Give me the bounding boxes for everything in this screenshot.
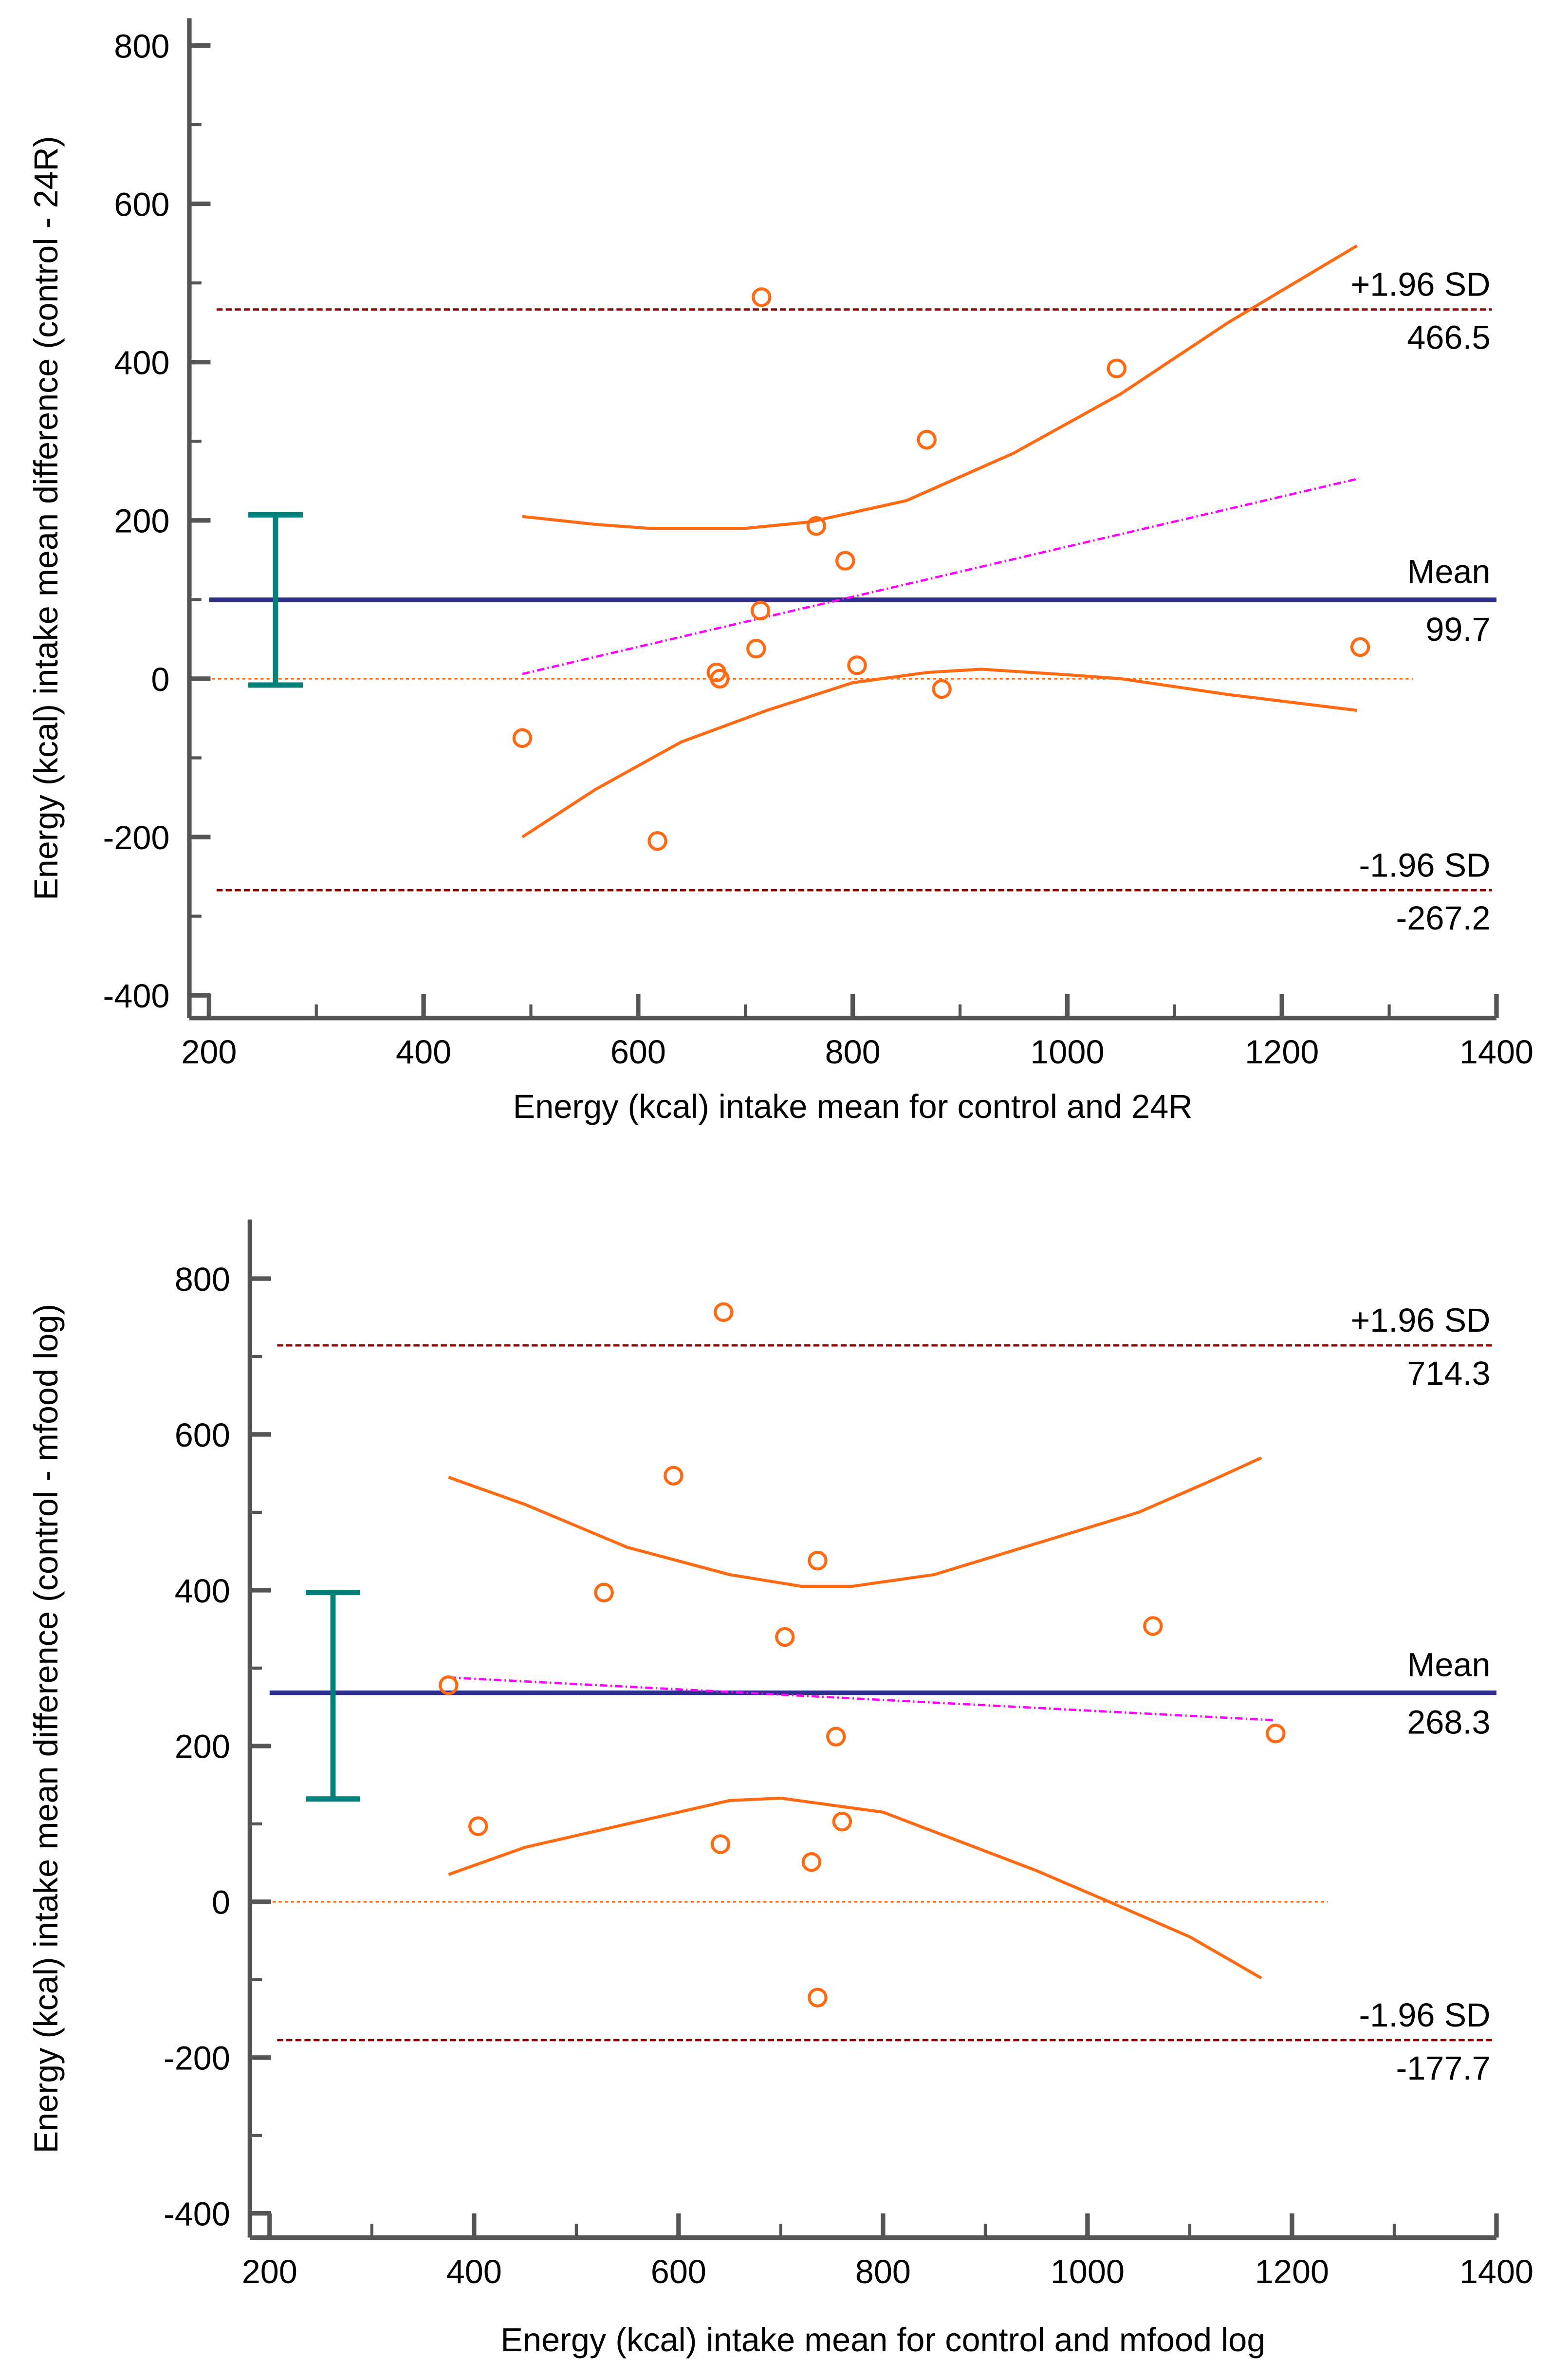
x-axis-label: Energy (kcal) intake mean for control an… [513, 1088, 1193, 1125]
data-point [806, 516, 826, 536]
data-point [835, 551, 855, 571]
x-tick-label: 1000 [1051, 2253, 1125, 2290]
data-point [808, 1550, 828, 1571]
data-point [664, 1466, 683, 1486]
y-tick-label: 0 [151, 661, 169, 698]
x-tick-label: 1400 [1459, 1033, 1533, 1071]
y-tick-label: 200 [114, 502, 169, 540]
chart-1: -400 -200 0 200 400 600 800 200 400 600 800 1000 120… [27, 18, 1533, 1125]
lower-limit-value: -177.7 [1396, 2049, 1490, 2087]
data-point [594, 1582, 614, 1602]
data-point [808, 1988, 828, 2008]
data-point [932, 679, 952, 699]
lower-limit-label: -1.96 SD [1359, 1996, 1490, 2034]
x-tick-label: 1200 [1245, 1033, 1319, 1071]
data-point [710, 1834, 731, 1854]
mean-value: 268.3 [1407, 1704, 1490, 1741]
y-tick-label: 800 [175, 1261, 230, 1298]
mean-value: 99.7 [1425, 611, 1490, 648]
data-point [752, 287, 772, 307]
data-point [512, 728, 533, 748]
data-point [1107, 358, 1127, 378]
y-tick-label: 600 [114, 186, 169, 223]
y-tick-label: -400 [103, 977, 169, 1015]
ci-lower-curve [448, 1796, 1262, 1980]
data-point [1143, 1616, 1163, 1636]
x-tick-label: 200 [242, 2253, 297, 2290]
regression-line [448, 1676, 1276, 1722]
ci-upper-curve [448, 1456, 1262, 1588]
x-tick-label: 1400 [1459, 2253, 1533, 2290]
upper-limit-value: 466.5 [1407, 318, 1490, 356]
data-point [750, 600, 771, 621]
y-tick-label: 600 [175, 1416, 230, 1454]
x-tick-label: 1000 [1030, 1033, 1104, 1071]
data-point [714, 1302, 734, 1322]
x-axis-label: Energy (kcal) intake mean for control an… [500, 2321, 1265, 2359]
lower-limit-value: -267.2 [1396, 899, 1490, 937]
lower-limit-label: -1.96 SD [1359, 846, 1490, 884]
mean-label: Mean [1407, 553, 1490, 591]
y-tick-label: 800 [114, 27, 169, 65]
y-tick-label: 400 [175, 1572, 230, 1610]
data-point [647, 831, 667, 851]
regression-line [522, 477, 1360, 675]
y-tick-label: -400 [164, 2195, 230, 2233]
data-point [826, 1727, 846, 1747]
upper-limit-label: +1.96 SD [1350, 266, 1490, 303]
data-point [832, 1811, 852, 1832]
x-tick-label: 400 [396, 1033, 451, 1071]
upper-limit-value: 714.3 [1407, 1355, 1490, 1392]
x-tick-label: 1200 [1255, 2253, 1329, 2290]
x-tick-label: 800 [855, 2253, 911, 2290]
data-point [468, 1816, 488, 1836]
chart-2: -400 -200 0 200 400 600 800 200 400 600 800 1000 120… [27, 1219, 1533, 2359]
y-tick-label: -200 [164, 2040, 230, 2077]
y-axis-label: Energy (kcal) intake mean difference (co… [27, 136, 65, 900]
ci-upper-curve [522, 244, 1358, 530]
x-tick-label: 600 [651, 2253, 706, 2290]
x-tick-label: 800 [825, 1033, 881, 1071]
data-point [1350, 637, 1370, 657]
x-tick-label: 200 [181, 1033, 237, 1071]
data-point [710, 669, 730, 689]
data-point [746, 638, 766, 659]
y-tick-label: 400 [114, 344, 169, 382]
upper-limit-label: +1.96 SD [1350, 1302, 1490, 1339]
data-point [847, 655, 867, 675]
x-tick-label: 400 [446, 2253, 502, 2290]
data-point [801, 1852, 822, 1872]
y-tick-label: 0 [212, 1884, 230, 1921]
ci-lower-curve [521, 668, 1357, 838]
data-point [917, 429, 937, 450]
x-tick-label: 600 [610, 1033, 666, 1071]
y-tick-label: -200 [103, 819, 169, 856]
mean-label: Mean [1407, 1646, 1490, 1683]
data-point [775, 1627, 795, 1647]
data-point [439, 1675, 459, 1695]
y-tick-label: 200 [175, 1728, 230, 1766]
data-point [1266, 1724, 1286, 1744]
y-axis-label: Energy (kcal) intake mean difference (co… [27, 1304, 65, 2154]
